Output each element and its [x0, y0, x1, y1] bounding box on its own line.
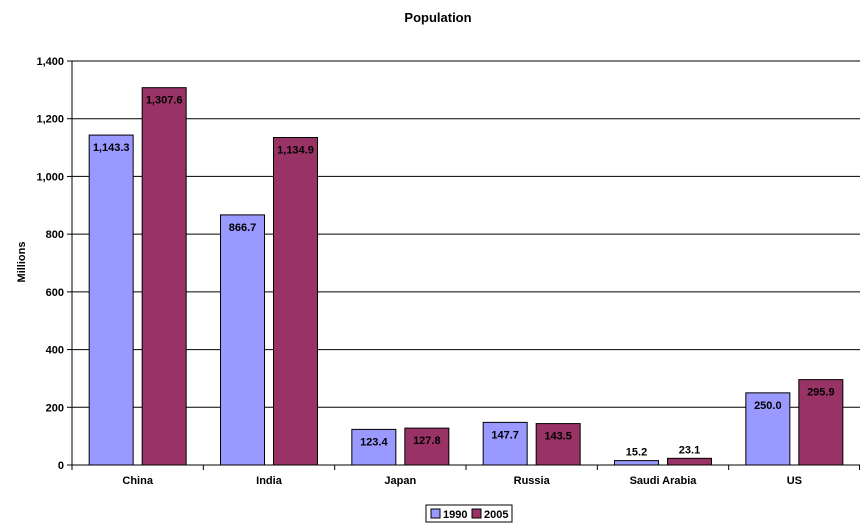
y-tick-label: 1,000	[36, 171, 64, 183]
data-label: 1,143.3	[93, 142, 130, 154]
y-tick-label: 1,200	[36, 114, 64, 126]
data-label: 123.4	[360, 436, 388, 448]
labels: 0 200 400 600 800 1,000 1,200 1,400 China 1,143.3…	[36, 56, 834, 487]
bars	[88, 87, 844, 466]
data-label: 1,307.6	[146, 95, 183, 107]
y-tick-label: 400	[46, 345, 64, 357]
y-tick-label: 200	[46, 402, 64, 414]
bar-2005-india	[273, 137, 318, 466]
y-tick-label: 600	[46, 287, 64, 299]
bar-1990-russia	[482, 421, 528, 466]
bar-1990-china	[88, 134, 134, 466]
bar-1990-us	[745, 392, 791, 466]
bar-2005-japan	[404, 427, 450, 466]
y-axis-label: Millions	[16, 242, 28, 283]
legend-box	[425, 504, 513, 523]
bar-1990-saudi-arabia	[614, 460, 659, 466]
bar-1990-india	[220, 214, 265, 466]
bar-2005-russia	[535, 423, 581, 466]
y-tick-label: 800	[46, 229, 64, 241]
data-label: 147.7	[491, 429, 519, 441]
axes	[67, 60, 860, 470]
x-tick-label: US	[787, 475, 802, 487]
y-tick-label: 1,400	[36, 56, 64, 68]
data-label: 143.5	[544, 431, 572, 443]
y-tick-label: 0	[58, 460, 64, 472]
bar-2005-us	[798, 379, 844, 466]
data-label: 866.7	[229, 222, 257, 234]
x-tick-label: Japan	[384, 475, 416, 487]
x-tick-label: Saudi Arabia	[630, 475, 698, 487]
data-label: 15.2	[626, 447, 647, 459]
data-label: 127.8	[413, 435, 441, 447]
legend-swatch	[430, 508, 441, 519]
chart-title: Population	[404, 10, 471, 25]
gridlines	[72, 60, 860, 408]
x-tick-label: India	[256, 475, 283, 487]
data-label: 1,134.9	[277, 145, 314, 157]
bar-2005-china	[141, 87, 187, 466]
data-label: 23.1	[679, 444, 700, 456]
legend-swatch	[471, 508, 482, 519]
x-tick-label: Russia	[514, 475, 551, 487]
data-label: 250.0	[754, 400, 782, 412]
x-tick-label: China	[122, 475, 153, 487]
legend-entry: 1990	[443, 509, 467, 521]
legend: 1990 2005	[425, 504, 513, 523]
data-label: 295.9	[807, 387, 835, 399]
legend-entry: 2005	[484, 509, 508, 521]
bar-2005-saudi-arabia	[667, 457, 712, 466]
